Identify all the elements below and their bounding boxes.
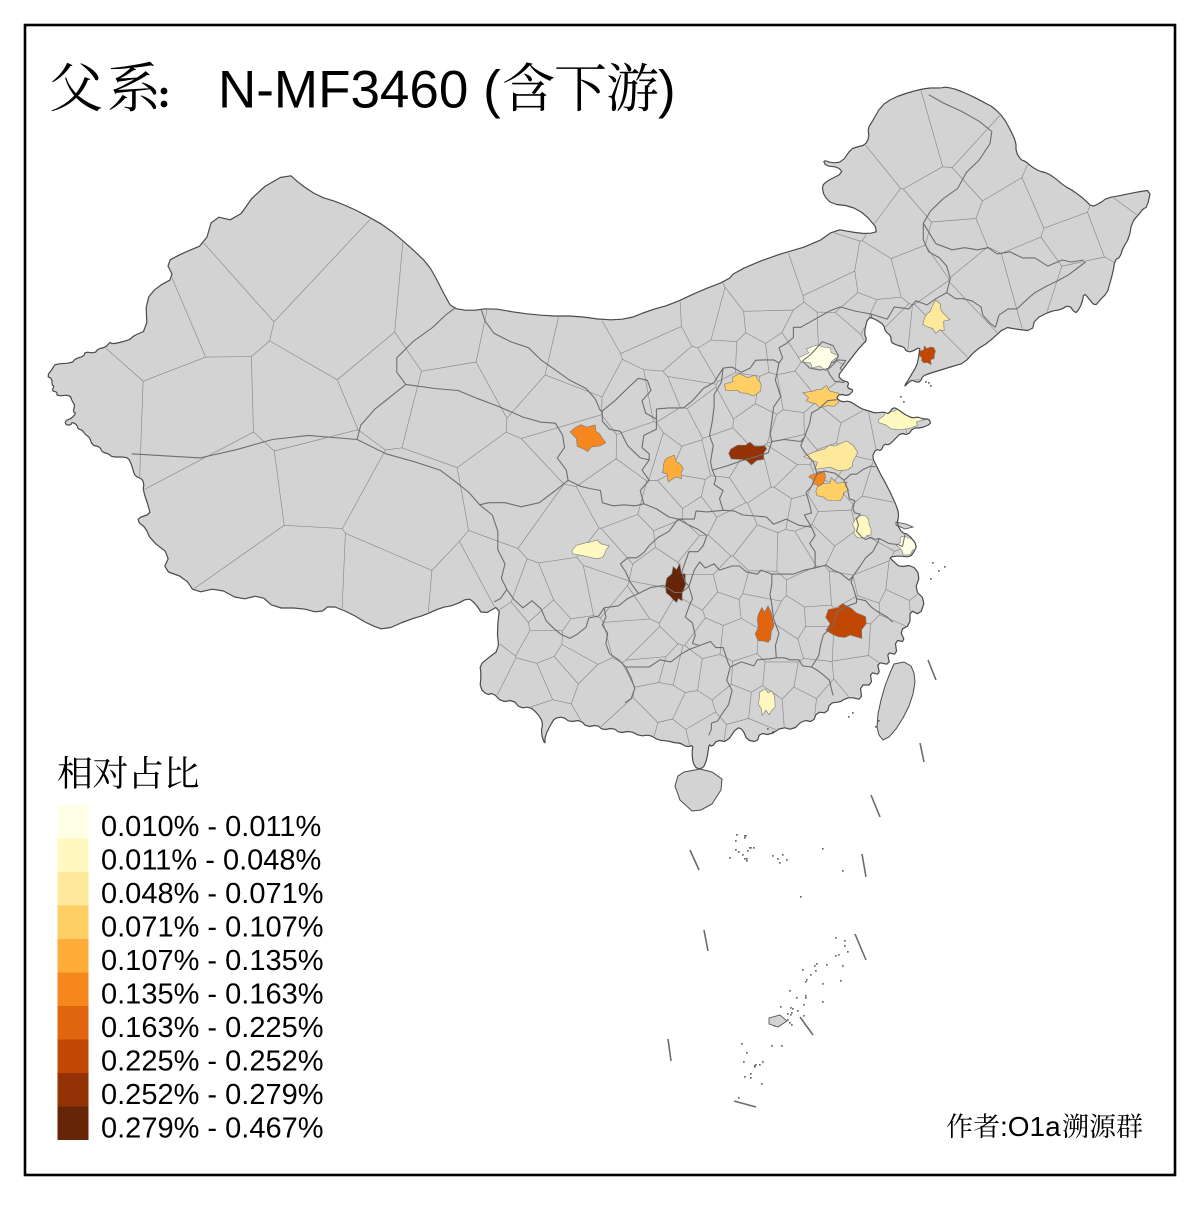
svg-text::O1a: :O1a — [1000, 1111, 1061, 1142]
svg-text:0.010% - 0.011%: 0.010% - 0.011% — [101, 811, 321, 843]
svg-text:0.225% - 0.252%: 0.225% - 0.252% — [101, 1046, 323, 1078]
svg-text:0.163% - 0.225%: 0.163% - 0.225% — [101, 1012, 323, 1044]
svg-text:0.011% - 0.048%: 0.011% - 0.048% — [101, 845, 321, 877]
svg-text:0.071% - 0.107%: 0.071% - 0.107% — [101, 912, 323, 944]
svg-text:N-MF3460 (: N-MF3460 ( — [218, 61, 501, 120]
svg-text:0.135% - 0.163%: 0.135% - 0.163% — [101, 979, 323, 1011]
svg-text:): ) — [658, 61, 676, 120]
svg-text:0.048% - 0.071%: 0.048% - 0.071% — [101, 878, 323, 910]
svg-text:0.252% - 0.279%: 0.252% - 0.279% — [101, 1079, 323, 1111]
svg-text:0.107% - 0.135%: 0.107% - 0.135% — [101, 945, 323, 977]
svg-text:0.279% - 0.467%: 0.279% - 0.467% — [101, 1113, 323, 1145]
